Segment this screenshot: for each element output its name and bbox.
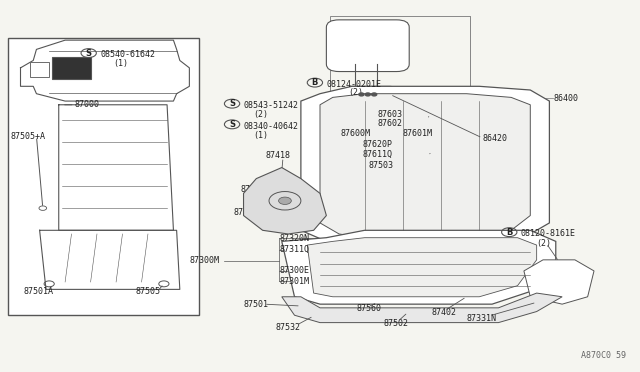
Text: 08543-51242: 08543-51242	[244, 101, 298, 110]
Text: S: S	[229, 120, 235, 129]
Text: 87401: 87401	[234, 208, 259, 217]
Text: 87501: 87501	[244, 300, 269, 309]
Text: 87532: 87532	[275, 323, 300, 331]
FancyBboxPatch shape	[8, 38, 199, 315]
Text: S: S	[229, 99, 235, 108]
Bar	[52, 57, 91, 79]
Text: 87560: 87560	[357, 304, 382, 313]
Polygon shape	[282, 293, 562, 323]
Text: 87331N: 87331N	[467, 314, 497, 323]
Polygon shape	[301, 86, 549, 249]
Text: 87600M: 87600M	[340, 129, 371, 138]
Text: 87505+A: 87505+A	[11, 132, 46, 141]
Text: 87603: 87603	[378, 110, 403, 119]
Text: 08124-0201E: 08124-0201E	[326, 80, 381, 89]
Text: 87402: 87402	[431, 308, 456, 317]
Text: A870C0 59: A870C0 59	[581, 350, 626, 359]
Polygon shape	[307, 238, 537, 297]
Text: 87620P: 87620P	[362, 140, 392, 149]
Text: 87503: 87503	[369, 161, 394, 170]
Text: 87418: 87418	[266, 151, 291, 160]
Circle shape	[365, 93, 371, 96]
Text: (1): (1)	[253, 131, 268, 140]
Text: 87502: 87502	[384, 319, 409, 328]
Text: 87000: 87000	[75, 100, 100, 109]
Text: 87601M: 87601M	[403, 129, 433, 138]
Text: 87311Q: 87311Q	[280, 245, 310, 254]
Text: (2): (2)	[253, 109, 268, 119]
Text: 86420: 86420	[483, 134, 508, 143]
Text: 87301M: 87301M	[280, 277, 310, 286]
Text: 08120-8161E: 08120-8161E	[521, 230, 576, 238]
Text: B: B	[312, 78, 318, 87]
Text: 08340-40642: 08340-40642	[244, 122, 298, 131]
Circle shape	[278, 197, 291, 205]
Bar	[30, 62, 49, 77]
Text: 87602: 87602	[378, 119, 403, 128]
Text: 86400: 86400	[554, 94, 579, 103]
FancyBboxPatch shape	[349, 86, 394, 103]
Polygon shape	[320, 94, 531, 238]
Circle shape	[359, 93, 364, 96]
Bar	[330, 16, 470, 107]
Text: (1): (1)	[113, 59, 128, 68]
Polygon shape	[524, 260, 594, 304]
Polygon shape	[244, 167, 326, 234]
Text: (2): (2)	[537, 239, 552, 248]
Text: 87505: 87505	[135, 287, 160, 296]
FancyBboxPatch shape	[326, 20, 409, 71]
Text: 87501A: 87501A	[24, 287, 54, 296]
Text: 87611Q: 87611Q	[362, 150, 392, 159]
Text: 87300E: 87300E	[280, 266, 310, 275]
Text: 08540-61642: 08540-61642	[100, 51, 155, 60]
Polygon shape	[282, 230, 556, 304]
Text: S: S	[86, 49, 92, 58]
Text: 87320N: 87320N	[280, 234, 310, 243]
Text: (2): (2)	[349, 89, 364, 97]
Text: B: B	[506, 228, 513, 237]
Text: 87300M: 87300M	[189, 256, 220, 265]
Text: 87330: 87330	[241, 185, 266, 194]
Circle shape	[372, 93, 377, 96]
